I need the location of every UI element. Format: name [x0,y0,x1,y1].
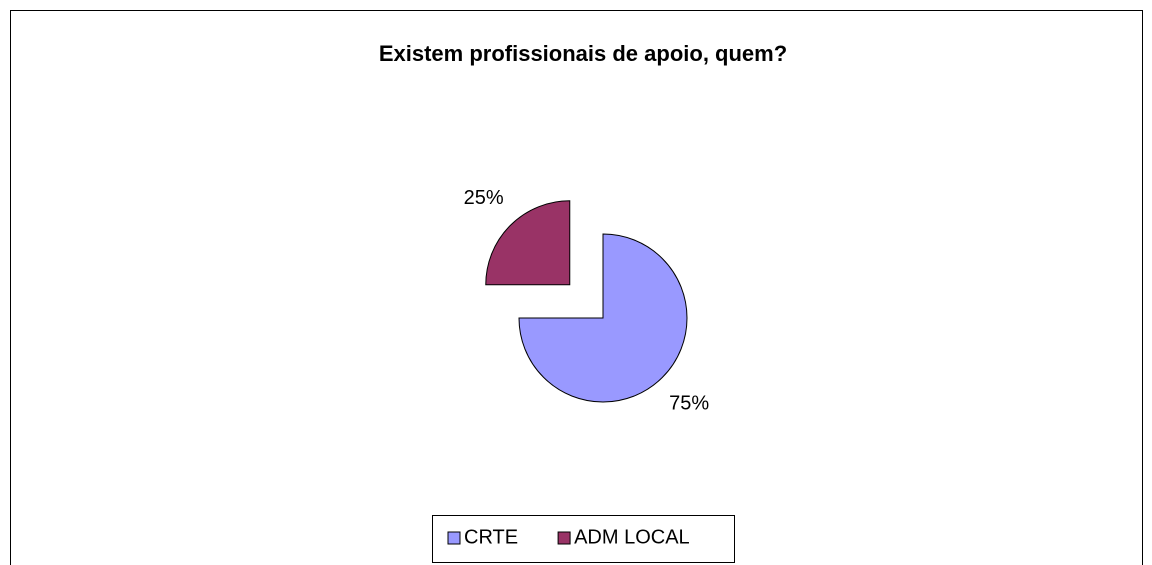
legend-label: CRTE [464,526,518,548]
pie-slice [518,233,688,403]
legend-swatch [447,531,461,545]
chart-title: Existem profissionais de apoio, quem? [379,41,787,66]
legend-label: ADM LOCAL [574,526,690,548]
legend-box [432,515,735,563]
data-label: 25% [464,187,504,209]
pie-slice [485,200,571,286]
legend-swatch [557,531,571,545]
data-label: 75% [669,392,709,414]
chart-frame [10,10,1143,565]
